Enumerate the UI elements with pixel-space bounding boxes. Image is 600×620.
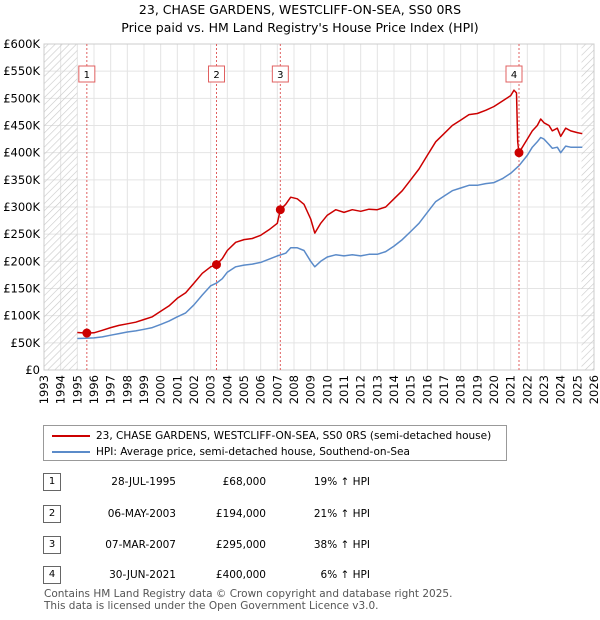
legend: 23, CHASE GARDENS, WESTCLIFF-ON-SEA, SS0…	[43, 425, 507, 461]
sale-hpi-change: 38% ↑ HPI	[313, 539, 370, 551]
hatched-region	[581, 44, 594, 370]
y-tick-label: £600K	[3, 37, 40, 51]
legend-label-hpi: HPI: Average price, semi-detached house,…	[96, 446, 410, 458]
sale-price: £194,000	[215, 508, 266, 520]
x-tick-label: 2005	[237, 375, 251, 404]
y-tick-label: £100K	[3, 309, 40, 323]
price-chart: £0 £50K £100K £150K £200K £250K £300K £350K £400…	[3, 37, 600, 404]
x-tick-label: 1995	[70, 375, 84, 404]
y-tick-label: £0	[25, 363, 40, 377]
x-tick-label: 1994	[54, 375, 68, 404]
sale-date: 28-JUL-1995	[111, 476, 176, 488]
y-tick-label: £50K	[11, 336, 41, 350]
x-tick-label: 2001	[170, 375, 184, 404]
y-tick-label: £550K	[3, 64, 40, 78]
x-tick-label: 2026	[587, 375, 600, 404]
x-tick-label: 1999	[137, 375, 151, 404]
sale-number-label: 3	[277, 70, 283, 81]
x-tick-label: 2018	[454, 375, 468, 404]
x-tick-label: 2024	[554, 375, 568, 404]
y-tick-label: £150K	[3, 282, 40, 296]
x-tick-label: 2009	[304, 375, 318, 404]
x-tick-label: 2002	[187, 375, 201, 404]
x-tick-label: 2021	[504, 375, 518, 404]
x-tick-label: 1993	[37, 375, 51, 404]
sale-hpi-change: 19% ↑ HPI	[313, 476, 370, 488]
x-tick-label: 2011	[337, 375, 351, 404]
chart-title-block: 23, CHASE GARDENS, WESTCLIFF-ON-SEA, SS0…	[0, 1, 600, 37]
x-tick-label: 2014	[387, 375, 401, 404]
property-price-line	[77, 89, 583, 334]
x-tick-label: 2004	[220, 375, 234, 404]
table-row: 2 06-MAY-2003 £194,000 21% ↑ HPI	[0, 505, 600, 525]
x-tick-label: 2010	[320, 375, 334, 404]
y-tick-label: £250K	[3, 227, 40, 241]
plot-frame	[43, 43, 595, 371]
sale-number-box	[78, 65, 96, 83]
x-tick-label: 2015	[404, 375, 418, 404]
x-tick-label: 2023	[537, 375, 551, 404]
sale-number-badge: 1	[43, 473, 61, 491]
sale-date: 06-MAY-2003	[107, 508, 176, 520]
sale-point	[275, 205, 285, 215]
sale-number-label: 2	[213, 70, 219, 81]
legend-swatch-property	[52, 435, 90, 437]
sale-date: 30-JUN-2021	[109, 569, 176, 581]
table-row: 3 07-MAR-2007 £295,000 38% ↑ HPI	[0, 536, 600, 556]
sale-number-box	[505, 65, 523, 83]
x-tick-label: 1998	[120, 375, 134, 404]
sale-point	[212, 260, 221, 270]
sale-hpi-change: 6% ↑ HPI	[320, 569, 370, 581]
y-tick-label: £200K	[3, 254, 40, 268]
legend-swatch-hpi	[52, 451, 90, 453]
x-tick-label: 2003	[204, 375, 218, 404]
sale-date: 07-MAR-2007	[105, 539, 176, 551]
sale-price: £400,000	[215, 569, 266, 581]
sale-number-box	[208, 65, 225, 83]
sale-number-label: 1	[84, 70, 90, 81]
x-tick-label: 1996	[87, 375, 101, 404]
sale-number-badge: 4	[43, 566, 61, 584]
x-tick-label: 2007	[270, 375, 284, 404]
footer: Contains HM Land Registry data © Crown c…	[44, 588, 452, 612]
legend-label-property: 23, CHASE GARDENS, WESTCLIFF-ON-SEA, SS0…	[96, 430, 492, 442]
chart-subtitle: Price paid vs. HM Land Registry's House …	[121, 20, 479, 35]
chart-title: 23, CHASE GARDENS, WESTCLIFF-ON-SEA, SS0…	[138, 2, 462, 17]
hatched-region	[44, 44, 78, 370]
y-tick-label: £500K	[3, 91, 40, 105]
footer-copyright: Contains HM Land Registry data © Crown c…	[44, 588, 453, 600]
sale-price: £295,000	[215, 539, 266, 551]
sale-point	[514, 148, 524, 158]
hpi-line	[77, 136, 583, 340]
x-tick-label: 2006	[254, 375, 268, 404]
table-row: 4 30-JUN-2021 £400,000 6% ↑ HPI	[0, 566, 600, 586]
x-tick-label: 2008	[287, 375, 301, 404]
legend-item-hpi: HPI: Average price, semi-detached house,…	[52, 444, 410, 460]
y-tick-label: £400K	[3, 146, 40, 160]
legend-item-property: 23, CHASE GARDENS, WESTCLIFF-ON-SEA, SS0…	[52, 428, 491, 444]
x-tick-label: 2019	[470, 375, 484, 404]
sale-price: £68,000	[222, 476, 266, 488]
y-tick-label: £450K	[3, 119, 40, 133]
x-tick-label: 2017	[437, 375, 451, 404]
sale-point	[82, 328, 92, 338]
sale-number-badge: 2	[43, 505, 61, 523]
x-tick-label: 2013	[370, 375, 384, 404]
x-tick-label: 2016	[420, 375, 434, 404]
y-tick-label: £300K	[3, 200, 40, 214]
x-tick-label: 2022	[520, 375, 534, 404]
x-tick-label: 2012	[354, 375, 368, 404]
x-tick-label: 2025	[570, 375, 584, 404]
y-tick-label: £350K	[3, 173, 40, 187]
x-tick-label: 1997	[104, 375, 118, 404]
sale-number-label: 4	[511, 70, 517, 81]
table-row: 1 28-JUL-1995 £68,000 19% ↑ HPI	[0, 473, 600, 493]
footer-licence: This data is licensed under the Open Gov…	[44, 600, 379, 612]
sale-number-box	[271, 65, 289, 83]
sale-hpi-change: 21% ↑ HPI	[313, 508, 370, 520]
x-tick-label: 2000	[154, 375, 168, 404]
x-tick-label: 2020	[487, 375, 501, 404]
sale-number-badge: 3	[43, 536, 61, 554]
